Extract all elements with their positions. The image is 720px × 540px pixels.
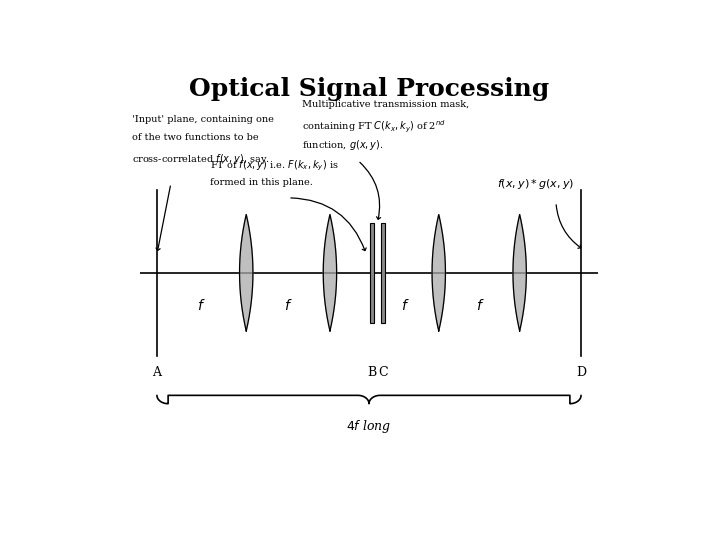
- Text: B: B: [367, 366, 377, 379]
- Text: containing FT $C(k_x,k_y)$ of 2$^{nd}$: containing FT $C(k_x,k_y)$ of 2$^{nd}$: [302, 119, 446, 135]
- Text: $f$: $f$: [197, 299, 206, 313]
- Text: $f$: $f$: [284, 299, 292, 313]
- Text: formed in this plane.: formed in this plane.: [210, 178, 313, 187]
- Text: function, $g(x,y)$.: function, $g(x,y)$.: [302, 138, 384, 152]
- Bar: [381, 223, 385, 322]
- Text: Multiplicative transmission mask,: Multiplicative transmission mask,: [302, 100, 469, 109]
- Polygon shape: [323, 214, 337, 331]
- Polygon shape: [432, 214, 446, 331]
- Text: A: A: [153, 366, 161, 379]
- Text: Optical Signal Processing: Optical Signal Processing: [189, 77, 549, 102]
- Text: of the two functions to be: of the two functions to be: [132, 133, 258, 143]
- Text: $4f$ long: $4f$ long: [346, 418, 392, 435]
- Text: FT of $f(x,y)$ i.e. $F(k_x,k_y)$ is: FT of $f(x,y)$ i.e. $F(k_x,k_y)$ is: [210, 158, 338, 173]
- Text: $f$: $f$: [401, 299, 410, 313]
- Bar: [369, 223, 374, 322]
- Text: D: D: [576, 366, 586, 379]
- Text: $f(x,y) * g(x,y)$: $f(x,y) * g(x,y)$: [498, 177, 575, 191]
- Polygon shape: [513, 214, 526, 331]
- Text: 'Input' plane, containing one: 'Input' plane, containing one: [132, 114, 274, 124]
- Polygon shape: [240, 214, 253, 331]
- Text: C: C: [378, 366, 388, 379]
- Text: $f$: $f$: [476, 299, 485, 313]
- Text: cross-correlated $f(x,y)$, say.: cross-correlated $f(x,y)$, say.: [132, 152, 270, 166]
